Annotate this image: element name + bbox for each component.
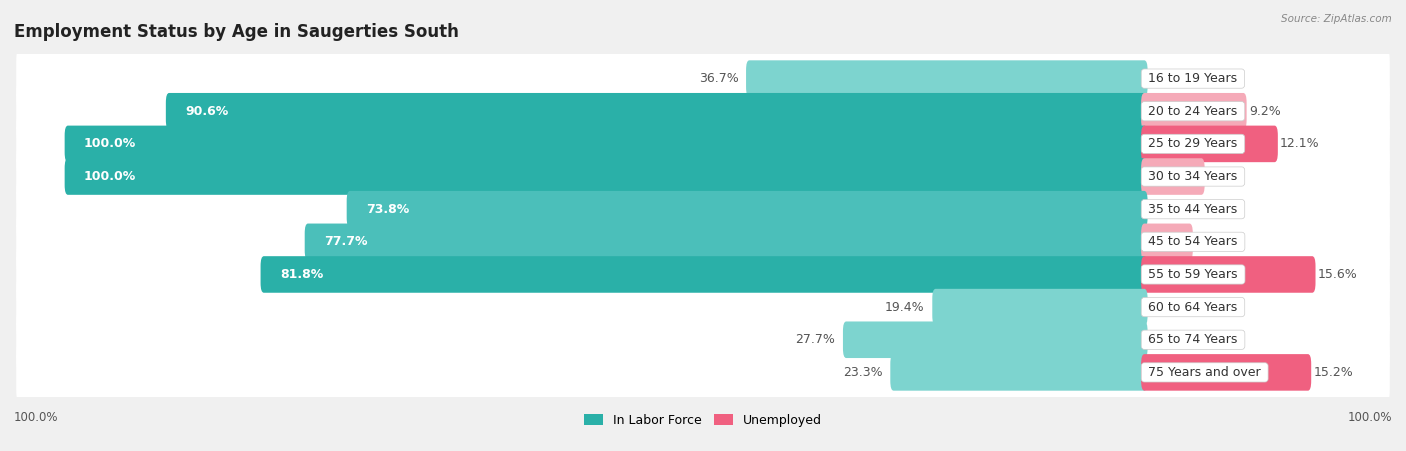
Text: 60 to 64 Years: 60 to 64 Years xyxy=(1144,301,1241,313)
FancyBboxPatch shape xyxy=(1142,158,1205,195)
Text: 16 to 19 Years: 16 to 19 Years xyxy=(1144,72,1241,85)
Text: 15.6%: 15.6% xyxy=(1317,268,1357,281)
FancyBboxPatch shape xyxy=(65,158,1147,195)
Text: 36.7%: 36.7% xyxy=(699,72,738,85)
Text: 45 to 54 Years: 45 to 54 Years xyxy=(1144,235,1241,249)
Text: Employment Status by Age in Saugerties South: Employment Status by Age in Saugerties S… xyxy=(14,23,458,41)
Text: 20 to 24 Years: 20 to 24 Years xyxy=(1144,105,1241,118)
FancyBboxPatch shape xyxy=(1142,224,1192,260)
Text: 77.7%: 77.7% xyxy=(325,235,367,249)
FancyBboxPatch shape xyxy=(17,298,1389,381)
Text: 100.0%: 100.0% xyxy=(14,411,59,424)
Text: 90.6%: 90.6% xyxy=(186,105,228,118)
FancyBboxPatch shape xyxy=(890,354,1147,391)
Text: 19.4%: 19.4% xyxy=(886,301,925,313)
Text: 35 to 44 Years: 35 to 44 Years xyxy=(1144,202,1241,216)
FancyBboxPatch shape xyxy=(17,37,1389,120)
Text: 100.0%: 100.0% xyxy=(84,138,136,150)
FancyBboxPatch shape xyxy=(166,93,1147,129)
FancyBboxPatch shape xyxy=(17,102,1389,185)
Text: 0.0%: 0.0% xyxy=(1150,301,1181,313)
Text: Source: ZipAtlas.com: Source: ZipAtlas.com xyxy=(1281,14,1392,23)
FancyBboxPatch shape xyxy=(1142,126,1278,162)
Text: 15.2%: 15.2% xyxy=(1313,366,1353,379)
FancyBboxPatch shape xyxy=(932,289,1147,325)
Text: 27.7%: 27.7% xyxy=(796,333,835,346)
FancyBboxPatch shape xyxy=(17,331,1389,414)
FancyBboxPatch shape xyxy=(17,70,1389,153)
FancyBboxPatch shape xyxy=(305,224,1147,260)
FancyBboxPatch shape xyxy=(17,168,1389,251)
Text: 12.1%: 12.1% xyxy=(1279,138,1320,150)
FancyBboxPatch shape xyxy=(17,233,1389,316)
FancyBboxPatch shape xyxy=(1142,354,1312,391)
FancyBboxPatch shape xyxy=(65,126,1147,162)
Text: 0.0%: 0.0% xyxy=(1150,202,1181,216)
Text: 100.0%: 100.0% xyxy=(84,170,136,183)
Text: 0.0%: 0.0% xyxy=(1150,72,1181,85)
FancyBboxPatch shape xyxy=(260,256,1147,293)
Text: 75 Years and over: 75 Years and over xyxy=(1144,366,1265,379)
FancyBboxPatch shape xyxy=(17,135,1389,218)
Legend: In Labor Force, Unemployed: In Labor Force, Unemployed xyxy=(579,409,827,432)
Text: 4.2%: 4.2% xyxy=(1195,235,1226,249)
Text: 65 to 74 Years: 65 to 74 Years xyxy=(1144,333,1241,346)
FancyBboxPatch shape xyxy=(1142,256,1316,293)
Text: 0.0%: 0.0% xyxy=(1150,333,1181,346)
Text: 73.8%: 73.8% xyxy=(366,202,409,216)
FancyBboxPatch shape xyxy=(747,60,1147,97)
FancyBboxPatch shape xyxy=(844,322,1147,358)
FancyBboxPatch shape xyxy=(1142,93,1247,129)
Text: 9.2%: 9.2% xyxy=(1249,105,1281,118)
Text: 55 to 59 Years: 55 to 59 Years xyxy=(1144,268,1241,281)
Text: 5.3%: 5.3% xyxy=(1206,170,1239,183)
Text: 25 to 29 Years: 25 to 29 Years xyxy=(1144,138,1241,150)
Text: 23.3%: 23.3% xyxy=(844,366,883,379)
FancyBboxPatch shape xyxy=(17,266,1389,349)
Text: 81.8%: 81.8% xyxy=(280,268,323,281)
Text: 100.0%: 100.0% xyxy=(1347,411,1392,424)
FancyBboxPatch shape xyxy=(347,191,1147,227)
Text: 30 to 34 Years: 30 to 34 Years xyxy=(1144,170,1241,183)
FancyBboxPatch shape xyxy=(17,200,1389,283)
